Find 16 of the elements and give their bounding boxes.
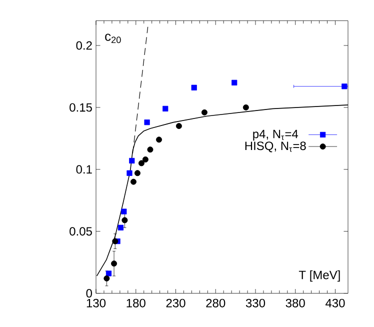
x-tick-label: 430 [326,298,345,308]
x-axis-title: T [MeV] [298,270,340,282]
x-tick-label: 330 [246,298,266,308]
y-tick-label: 0 [86,289,92,298]
x-tick-label: 230 [166,298,186,308]
x-tick-label: 180 [126,298,146,308]
x-tick-label: 280 [206,298,226,308]
y-tick-label: 0.1 [76,165,92,174]
legend-label: HISQ, N$_{τ}$=8 [245,142,306,152]
y-tick-label: 0.2 [76,41,92,50]
legend-label: p4, N$_{τ}$=4 [253,130,298,141]
y-tick-label: 0.15 [70,103,92,112]
annotation: c$_{20}$ [105,34,121,44]
x-tick-label: 130 [86,298,106,308]
x-tick-label: 380 [286,298,305,308]
y-tick-label: 0.05 [70,227,92,236]
